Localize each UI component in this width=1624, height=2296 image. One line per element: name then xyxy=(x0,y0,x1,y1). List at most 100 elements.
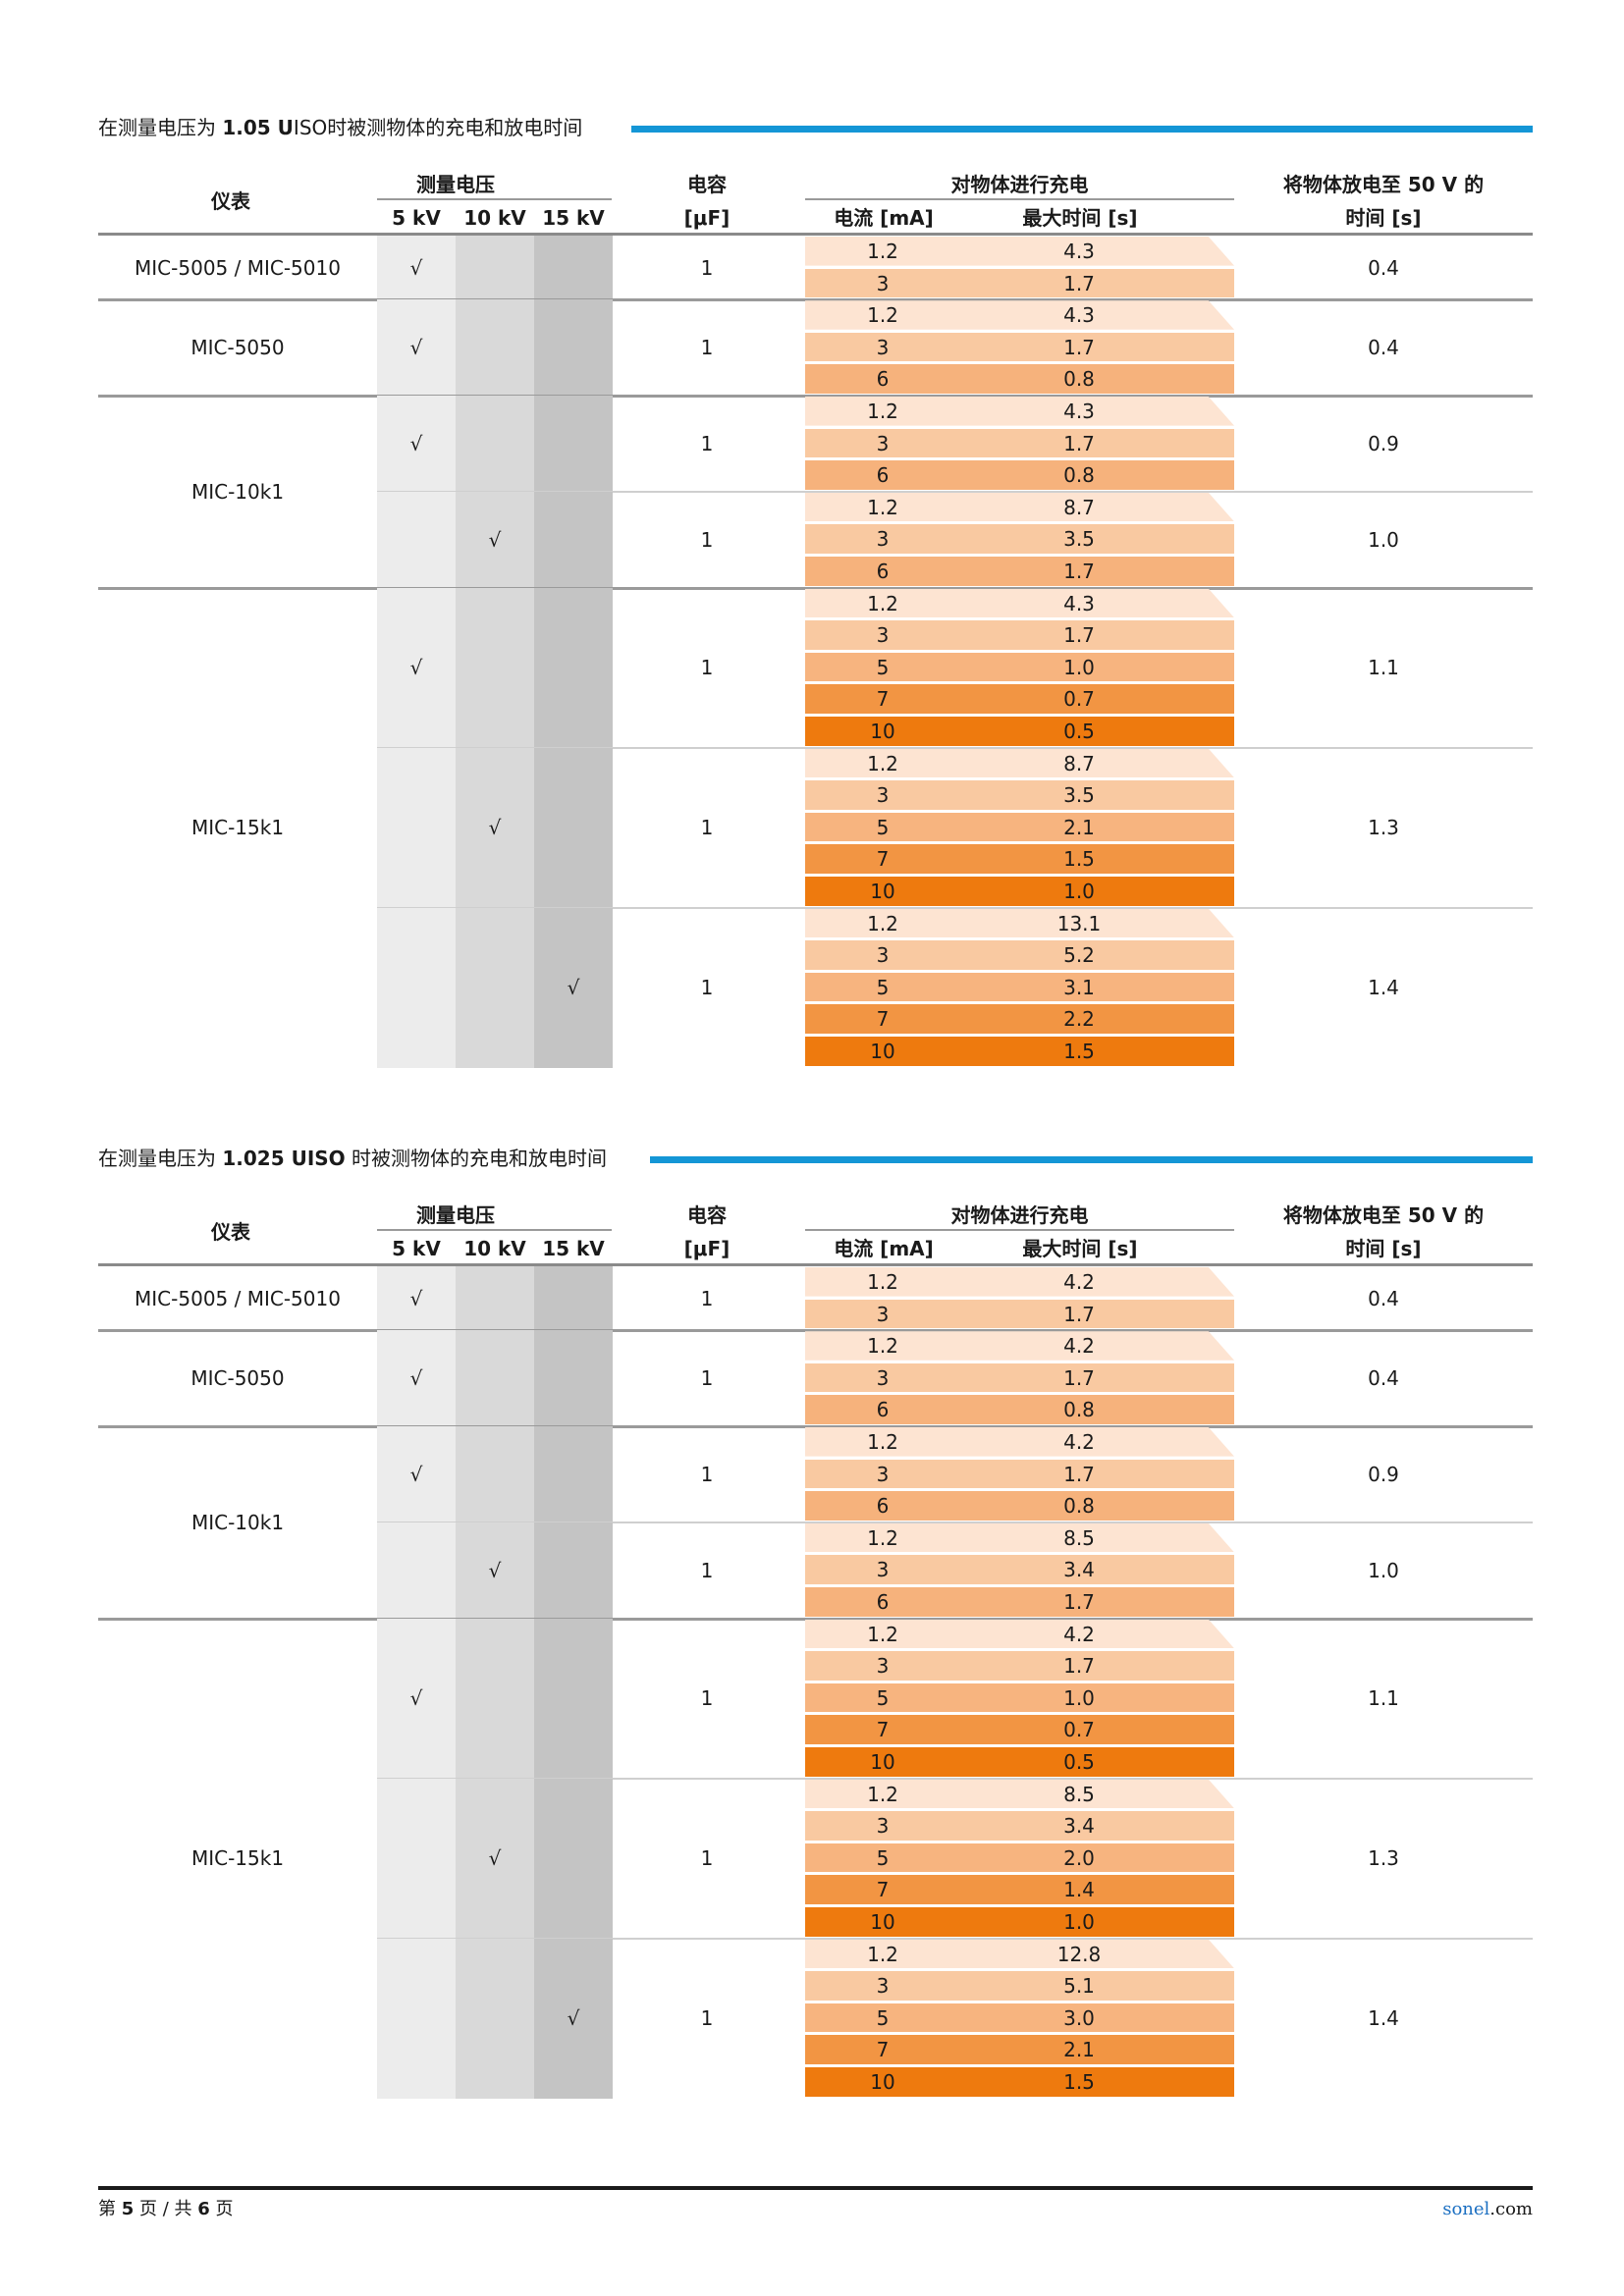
header-capacitance-unit: [μF] xyxy=(683,1237,731,1260)
max-time-value: 1.0 xyxy=(1063,1910,1095,1934)
column-5kv-bg xyxy=(377,396,456,492)
max-time-value: 3.4 xyxy=(1063,1814,1095,1839)
charge-row: 7 0.7 xyxy=(805,684,1234,714)
charge-row: 6 0.8 xyxy=(805,1395,1234,1424)
title-prefix: 在测量电压为 xyxy=(98,1147,223,1170)
max-time-value: 1.7 xyxy=(1063,1462,1095,1486)
max-time-value: 3.1 xyxy=(1063,975,1095,999)
group-divider xyxy=(377,906,1533,909)
header-discharge: 将物体放电至 50 V 的 xyxy=(1282,173,1485,196)
voltage-check-mark: √ xyxy=(567,976,580,1000)
column-10kv-bg xyxy=(456,907,534,1068)
charge-row: 3 1.7 xyxy=(805,428,1234,458)
table-header-rule xyxy=(98,233,1533,236)
capacitance-value: 1 xyxy=(700,1462,714,1486)
current-value: 10 xyxy=(870,1750,895,1774)
current-value: 3 xyxy=(876,1365,890,1390)
title-prefix: 在测量电压为 xyxy=(98,116,223,139)
current-value: 3 xyxy=(876,1654,890,1679)
column-15kv-bg xyxy=(534,1426,613,1522)
column-15kv-bg xyxy=(534,1938,613,2099)
current-value: 1.2 xyxy=(867,911,898,935)
discharge-time-value: 1.4 xyxy=(1368,976,1399,1000)
max-time-value: 4.2 xyxy=(1063,1622,1095,1646)
instrument-name: MIC-5005 / MIC-5010 xyxy=(135,1286,341,1310)
header-discharge: 将物体放电至 50 V 的 xyxy=(1282,1203,1485,1227)
discharge-time-value: 1.1 xyxy=(1368,656,1399,680)
voltage-check-mark: √ xyxy=(409,656,423,680)
voltage-check-mark: √ xyxy=(409,1366,423,1391)
column-10kv-bg xyxy=(456,1618,534,1779)
max-time-value: 4.3 xyxy=(1063,303,1095,328)
charge-row: 1.2 4.3 xyxy=(805,588,1234,618)
charge-row: 3 5.1 xyxy=(805,1971,1234,2001)
results-table-section: 在测量电压为 1.05 UISO时被测物体的充电和放电时间 仪表 测量电压 5 kV 1… xyxy=(98,116,1533,1097)
column-10kv-bg xyxy=(456,1266,534,1331)
max-time-value: 8.7 xyxy=(1063,751,1095,775)
column-10kv-bg xyxy=(456,1938,534,2099)
max-time-value: 1.5 xyxy=(1063,1040,1095,1063)
max-time-value: 1.7 xyxy=(1063,1365,1095,1390)
charge-row: 3 1.7 xyxy=(805,1651,1234,1681)
max-time-value: 3.5 xyxy=(1063,783,1095,808)
current-value: 5 xyxy=(876,975,890,999)
column-10kv-bg xyxy=(456,1522,534,1619)
column-5kv-bg xyxy=(377,1938,456,2099)
charge-row: 1.2 13.1 xyxy=(805,908,1234,938)
charge-row: 1.2 4.3 xyxy=(805,300,1234,330)
current-value: 3 xyxy=(876,623,890,648)
capacitance-value: 1 xyxy=(700,431,714,455)
column-15kv-bg xyxy=(534,491,613,588)
current-value: 1.2 xyxy=(867,1525,898,1550)
column-5kv-bg xyxy=(377,1266,456,1331)
current-value: 6 xyxy=(876,463,890,488)
current-value: 1.2 xyxy=(867,1270,898,1294)
voltage-check-mark: √ xyxy=(409,1286,423,1310)
capacitance-value: 1 xyxy=(700,1286,714,1310)
header-10kv: 10 kV xyxy=(463,206,526,230)
section-title: 在测量电压为 1.05 UISO时被测物体的充电和放电时间 xyxy=(98,116,582,139)
max-time-value: 3.4 xyxy=(1063,1558,1095,1582)
charge-row: 1.2 4.2 xyxy=(805,1619,1234,1649)
charge-row: 3 3.4 xyxy=(805,1811,1234,1841)
capacitance-value: 1 xyxy=(700,336,714,360)
voltage-check-mark: √ xyxy=(409,255,423,280)
header-charge: 对物体进行充电 xyxy=(950,173,1089,196)
current-value: 1.2 xyxy=(867,1430,898,1454)
charge-row: 1.2 4.2 xyxy=(805,1331,1234,1361)
voltage-check-mark: √ xyxy=(409,336,423,360)
charge-row: 6 0.8 xyxy=(805,364,1234,394)
max-time-value: 2.1 xyxy=(1063,815,1095,839)
page-number: 第 5 页 / 共 6 页 xyxy=(98,2199,234,2219)
column-5kv-bg xyxy=(377,236,456,300)
current-value: 3 xyxy=(876,943,890,968)
discharge-time-value: 0.4 xyxy=(1368,1366,1399,1391)
max-time-value: 1.7 xyxy=(1063,271,1095,295)
website-link[interactable]: sonel.com xyxy=(1442,2199,1533,2220)
max-time-value: 0.8 xyxy=(1063,1398,1095,1422)
column-10kv-bg xyxy=(456,747,534,908)
header-voltage-rule xyxy=(377,1229,612,1231)
header-10kv: 10 kV xyxy=(463,1237,526,1260)
max-time-value: 0.8 xyxy=(1063,463,1095,488)
current-value: 3 xyxy=(876,1558,890,1582)
capacitance-value: 1 xyxy=(700,2006,714,2031)
header-instrument: 仪表 xyxy=(211,189,250,213)
voltage-check-mark: √ xyxy=(409,1686,423,1711)
charge-row: 6 1.7 xyxy=(805,557,1234,586)
group-divider xyxy=(377,490,1533,493)
header-discharge-unit: 时间 [s] xyxy=(1345,1237,1422,1260)
header-capacitance-unit: [μF] xyxy=(683,206,731,230)
instrument-divider xyxy=(98,1329,1533,1333)
max-time-value: 1.7 xyxy=(1063,623,1095,648)
column-15kv-bg xyxy=(534,907,613,1068)
capacitance-value: 1 xyxy=(700,255,714,280)
column-10kv-bg xyxy=(456,1778,534,1939)
discharge-time-value: 1.3 xyxy=(1368,816,1399,840)
charge-row: 3 1.7 xyxy=(805,1459,1234,1489)
discharge-time-value: 1.4 xyxy=(1368,2006,1399,2031)
current-value: 1.2 xyxy=(867,240,898,263)
current-value: 1.2 xyxy=(867,1942,898,1966)
max-time-value: 1.7 xyxy=(1063,560,1095,583)
max-time-value: 0.5 xyxy=(1063,1750,1095,1774)
